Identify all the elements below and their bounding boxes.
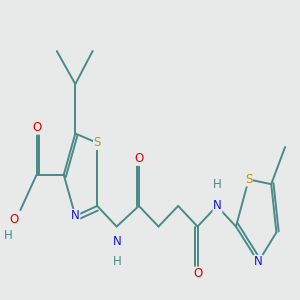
Text: O: O xyxy=(134,152,143,165)
Text: H: H xyxy=(4,229,12,242)
Text: N: N xyxy=(213,200,222,212)
Text: O: O xyxy=(32,121,41,134)
Text: N: N xyxy=(71,209,80,223)
Text: H: H xyxy=(113,255,122,268)
Text: O: O xyxy=(193,267,202,280)
Text: H: H xyxy=(213,178,222,191)
Text: S: S xyxy=(245,173,252,186)
Text: S: S xyxy=(94,136,101,149)
Text: O: O xyxy=(10,213,19,226)
Text: N: N xyxy=(254,255,262,268)
Text: N: N xyxy=(113,236,122,248)
